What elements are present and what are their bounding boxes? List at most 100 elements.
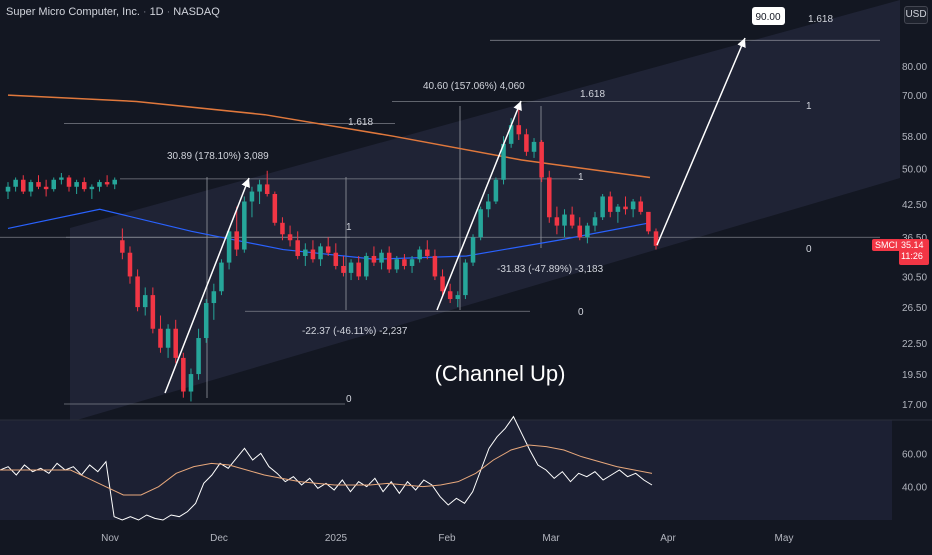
x-tick-label: Mar — [542, 533, 560, 544]
rsi-tick-label: 40.00 — [902, 483, 927, 494]
candle-body — [66, 177, 72, 187]
y-tick-label: 22.50 — [902, 339, 927, 350]
candle-body — [59, 177, 64, 180]
fib-label: 1 — [346, 222, 352, 233]
candle-body — [455, 295, 461, 300]
rsi-pane — [0, 420, 892, 520]
channel-label: (Channel Up) — [435, 361, 566, 386]
candle-body — [569, 214, 575, 226]
candle-body — [432, 255, 438, 277]
fib-label: 0 — [806, 244, 812, 255]
candle-body — [5, 186, 11, 192]
candle-body — [531, 141, 537, 152]
candle-body — [638, 201, 644, 212]
candle-body — [28, 182, 34, 192]
measure-label: -22.37 (-46.11%) -2,237 — [302, 326, 408, 337]
candle-body — [120, 240, 125, 253]
projection-arrow — [164, 177, 250, 394]
candle-body — [524, 134, 529, 152]
y-tick-label: 80.00 — [902, 62, 927, 73]
candle-body — [577, 225, 583, 238]
fib-label: 1.618 — [348, 117, 373, 128]
candle-body — [249, 191, 255, 202]
candle-body — [36, 182, 41, 187]
candle-body — [74, 182, 79, 187]
candle-body — [592, 217, 598, 226]
candle-body — [615, 206, 621, 212]
y-tick-label: 26.50 — [902, 303, 927, 314]
last-price: 35.14 — [901, 240, 924, 250]
symbol-header: Super Micro Computer, Inc. · 1D · NASDAQ — [6, 6, 220, 18]
fib-label: 1 — [806, 101, 812, 112]
candle-body — [196, 338, 201, 375]
bar-countdown: 11:26 — [901, 251, 923, 261]
x-tick-label: Dec — [210, 533, 228, 544]
candle-body — [386, 252, 392, 270]
y-tick-label: 50.00 — [902, 165, 927, 176]
channel-up-band — [70, 0, 900, 422]
candle-body — [486, 201, 491, 210]
candle-body — [440, 276, 445, 292]
candle-body — [447, 291, 453, 300]
candle-body — [356, 262, 361, 277]
fib-label: 1 — [578, 172, 584, 183]
currency-button[interactable]: USD — [904, 6, 928, 24]
candle-body — [43, 186, 49, 190]
candle-body — [607, 196, 613, 212]
candle-body — [257, 184, 262, 192]
rsi-line — [0, 415, 653, 521]
candle-body — [470, 237, 476, 263]
candle-body — [463, 262, 468, 296]
rsi-tick-label: 60.00 — [902, 449, 927, 460]
candle-body — [203, 303, 209, 339]
candle-body — [623, 206, 628, 210]
candle-body — [394, 259, 400, 270]
candle-body — [150, 295, 156, 329]
y-tick-label: 42.50 — [902, 200, 927, 211]
projection-arrow — [656, 37, 746, 246]
candle-body — [554, 217, 560, 226]
candle-body — [600, 196, 605, 218]
candle-body — [653, 231, 659, 246]
fib-label: 0 — [578, 307, 584, 318]
target-box — [752, 7, 785, 25]
candle-body — [379, 252, 384, 263]
candle-body — [89, 186, 95, 190]
exchange-label: NASDAQ — [173, 6, 220, 18]
candle-body — [341, 265, 346, 273]
candle-body — [371, 255, 377, 263]
candle-body — [242, 201, 247, 250]
candle-body — [478, 209, 483, 238]
y-tick-label: 58.00 — [902, 132, 927, 143]
candle-body — [333, 252, 339, 266]
y-tick-label: 70.00 — [902, 91, 927, 102]
candle-body — [112, 179, 117, 185]
candle-body — [508, 125, 514, 144]
candle-body — [493, 179, 499, 202]
x-tick-label: Feb — [438, 533, 456, 544]
candle-body — [501, 143, 506, 180]
candle-body — [13, 179, 18, 187]
candle-body — [310, 249, 316, 260]
candle-body — [97, 182, 102, 187]
candle-body — [211, 291, 217, 304]
candle-body — [547, 177, 552, 218]
symbol-name: Super Micro Computer, Inc. — [6, 6, 140, 18]
symbol-badge: SMCI — [872, 239, 901, 251]
fib-label: 0 — [346, 394, 352, 405]
x-tick-label: Nov — [101, 533, 119, 544]
candle-body — [295, 240, 300, 256]
candle-body — [280, 222, 285, 235]
candle-body — [142, 295, 148, 308]
candle-body — [516, 125, 522, 135]
fib-label: 1.618 — [580, 89, 605, 100]
x-tick-label: Apr — [660, 533, 676, 544]
candle-body — [630, 201, 636, 210]
candle-body — [364, 255, 369, 277]
candle-body — [104, 182, 110, 185]
candle-body — [165, 328, 171, 348]
y-tick-label: 19.50 — [902, 370, 927, 381]
rsi-ma-line — [0, 444, 653, 496]
